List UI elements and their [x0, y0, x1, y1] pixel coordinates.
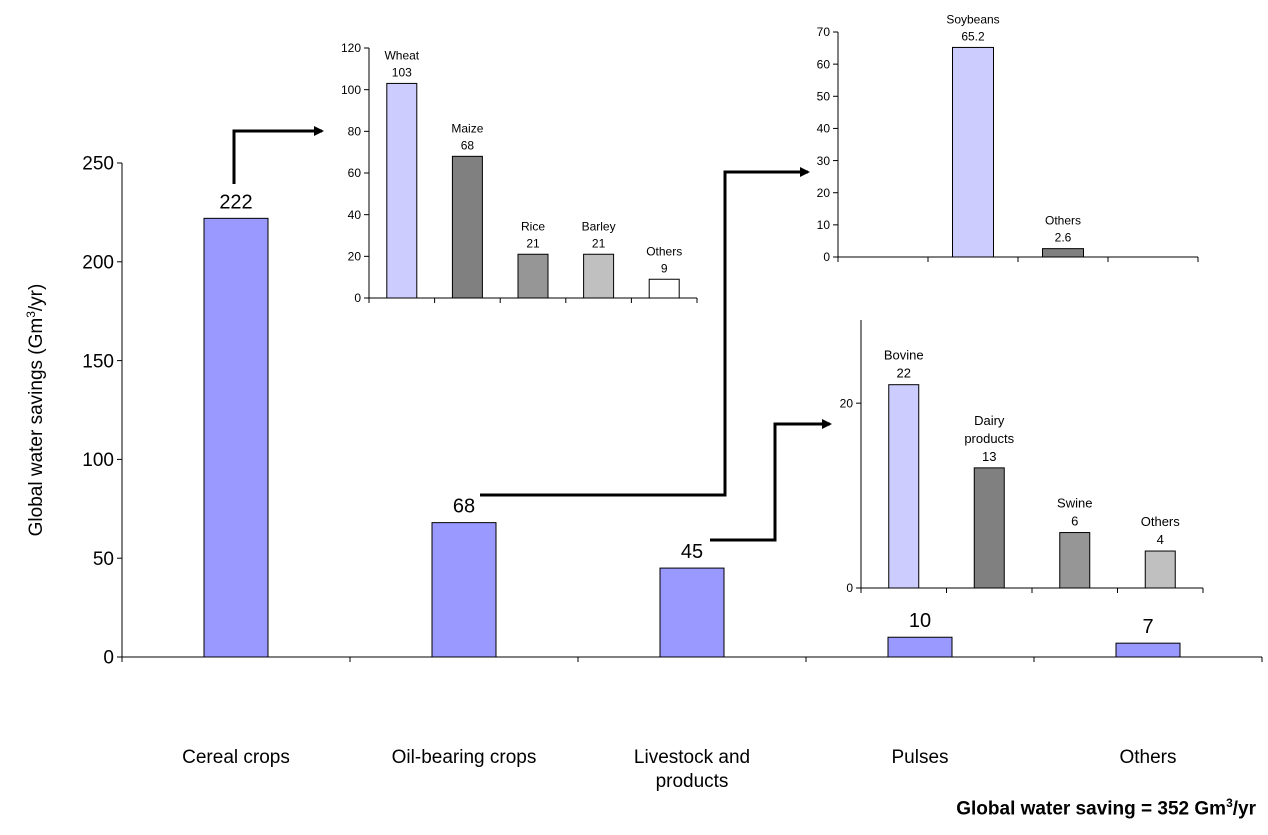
- livestock-arrow: [710, 419, 832, 542]
- cereal-breakdown-y-tick-label: 60: [348, 166, 362, 180]
- cereal-breakdown-category-label: Others: [646, 244, 682, 258]
- cereal-breakdown-category-label: Barley: [582, 219, 616, 233]
- oil-breakdown-data-label: 65.2: [961, 29, 985, 43]
- main-data-label: 68: [453, 496, 475, 518]
- oil-breakdown-y-tick-label: 20: [817, 186, 831, 200]
- livestock-breakdown-bar: [888, 384, 920, 589]
- cereal-breakdown-category-label: Wheat: [384, 48, 419, 62]
- livestock-breakdown-data-label: 13: [982, 449, 996, 464]
- main-y-tick-label: 200: [82, 252, 114, 273]
- livestock-breakdown-y-tick-label: 0: [846, 581, 853, 595]
- oil-breakdown-y-tick-label: 30: [817, 154, 831, 168]
- cereal-breakdown-data-label: 21: [592, 236, 606, 250]
- livestock-breakdown-category-label: Others: [1141, 514, 1181, 529]
- total-saving-prefix: Global water saving = 352 Gm: [956, 798, 1227, 820]
- oil-breakdown-category-label: Soybeans: [946, 12, 999, 26]
- main-category-label: products: [656, 771, 729, 792]
- total-saving-sup: 3: [1226, 796, 1233, 810]
- cereal-arrow: [232, 126, 324, 184]
- main-data-label: 7: [1142, 616, 1153, 638]
- livestock-breakdown-bar: [1059, 532, 1091, 589]
- oil-breakdown-y-tick-label: 70: [817, 25, 831, 39]
- livestock-breakdown-data-label: 22: [897, 366, 911, 381]
- livestock-breakdown-category-label: Bovine: [884, 348, 924, 363]
- cereal-breakdown-y-tick-label: 100: [341, 83, 361, 97]
- main-bar: [203, 217, 269, 658]
- total-saving-note: Global water saving = 352 Gm3/yr: [956, 796, 1256, 820]
- cereal-breakdown-data-label: 68: [461, 138, 475, 152]
- cereal-breakdown-category-label: Rice: [521, 219, 545, 233]
- oil-breakdown-bar: [952, 46, 994, 258]
- livestock-breakdown-bar: [1144, 550, 1176, 589]
- oil-breakdown-y-tick-label: 10: [817, 218, 831, 232]
- main-bar: [1115, 642, 1181, 658]
- main-y-tick-label: 0: [103, 648, 114, 669]
- main-category-label: Livestock and: [634, 747, 750, 768]
- livestock-breakdown-category-label: products: [964, 431, 1014, 446]
- main-data-label: 222: [219, 191, 252, 213]
- main-bar: [659, 567, 725, 658]
- total-saving-suffix: /yr: [1232, 798, 1256, 820]
- main-data-label: 10: [909, 610, 931, 632]
- livestock-breakdown-category-label: Swine: [1057, 496, 1092, 511]
- main-y-axis-title: Global water savings (Gm3/yr): [24, 284, 47, 537]
- cereal-breakdown-group: 0 20 40 60 80 100 120 103 Wheat 68 Maize 21 Rice 21 Ba…: [341, 41, 698, 305]
- cereal-breakdown-bar: [517, 253, 549, 299]
- main-bar: [431, 522, 497, 658]
- oil-breakdown-data-label: 2.6: [1055, 231, 1072, 245]
- main-bar: [887, 636, 953, 658]
- oil-arrow: [480, 167, 810, 497]
- main-y-tick-label: 250: [82, 154, 114, 175]
- livestock-breakdown-category-label: Dairy: [974, 413, 1005, 428]
- main-category-label: Cereal crops: [182, 747, 290, 768]
- cereal-breakdown-y-tick-label: 40: [348, 208, 362, 222]
- livestock-breakdown-data-label: 6: [1071, 514, 1078, 529]
- main-category-label: Others: [1119, 747, 1176, 768]
- oil-breakdown-y-tick-label: 0: [823, 250, 830, 264]
- main-category-label: Pulses: [891, 747, 948, 768]
- cereal-breakdown-y-tick-label: 20: [348, 250, 362, 264]
- main-y-tick-label: 150: [82, 351, 114, 372]
- livestock-breakdown-group: 0 20 22 Bovine 13 products Dairy 6 Swine 4 Others: [840, 320, 1204, 595]
- oil-breakdown-category-label: Others: [1045, 214, 1081, 228]
- main-y-tick-label: 50: [93, 549, 114, 570]
- oil-breakdown-group: 0 10 20 30 40 50 60 70 65.2 Soybeans 2.6 Others: [817, 12, 1199, 264]
- cereal-breakdown-bar: [386, 82, 418, 299]
- cereal-breakdown-bar: [648, 278, 680, 299]
- cereal-breakdown-y-tick-label: 80: [348, 125, 362, 139]
- cereal-breakdown-bar: [451, 155, 483, 299]
- oil-breakdown-y-tick-label: 60: [817, 57, 831, 71]
- cereal-breakdown-data-label: 9: [661, 261, 668, 275]
- livestock-breakdown-bar: [973, 467, 1005, 589]
- cereal-breakdown-y-tick-label: 0: [354, 291, 361, 305]
- oil-breakdown-bar: [1042, 248, 1084, 258]
- livestock-breakdown-data-label: 4: [1157, 532, 1164, 547]
- main-y-tick-label: 100: [82, 450, 114, 471]
- main-data-label: 45: [681, 541, 703, 563]
- livestock-breakdown-y-tick-label: 20: [840, 396, 854, 410]
- oil-breakdown-y-tick-label: 50: [817, 89, 831, 103]
- cereal-breakdown-data-label: 21: [526, 236, 540, 250]
- cereal-breakdown-y-tick-label: 120: [341, 41, 361, 55]
- cereal-breakdown-bar: [583, 253, 615, 299]
- cereal-breakdown-data-label: 103: [392, 65, 412, 79]
- oil-breakdown-y-tick-label: 40: [817, 122, 831, 136]
- main-category-label: Oil-bearing crops: [392, 747, 537, 768]
- cereal-breakdown-category-label: Maize: [451, 121, 483, 135]
